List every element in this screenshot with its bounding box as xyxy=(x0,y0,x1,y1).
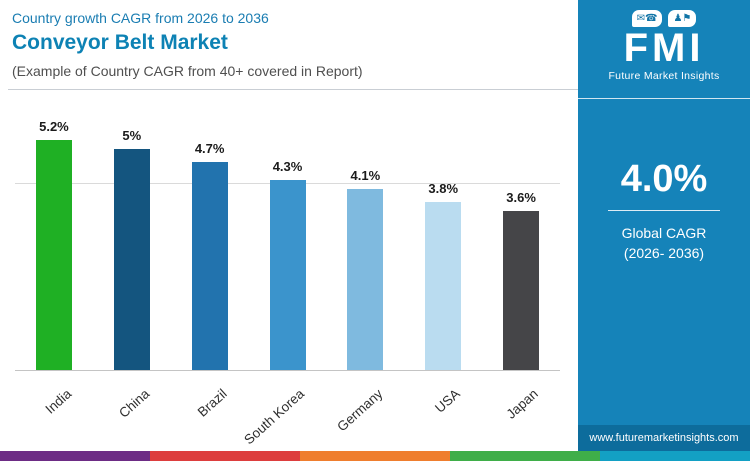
fmi-logo: ✉☎ ♟⚑ FMI Future Market Insights xyxy=(578,8,750,82)
bar-slot: 4.1% Germany xyxy=(326,118,404,435)
bar-value-label: 5.2% xyxy=(39,119,69,135)
chart-section: Country growth CAGR from 2026 to 2036 Co… xyxy=(8,10,578,448)
category-label: Brazil xyxy=(194,386,230,420)
stripe-segment xyxy=(600,451,750,461)
brand-tagline: Future Market Insights xyxy=(608,69,720,82)
category-label: Germany xyxy=(334,386,386,435)
global-cagr-stat: 4.0% Global CAGR (2026- 2036) xyxy=(578,158,750,264)
category-label: USA xyxy=(432,386,464,416)
bar xyxy=(269,179,306,370)
bar-value-label: 3.6% xyxy=(506,189,536,205)
brand-panel: ✉☎ ♟⚑ FMI Future Market Insights 4.0% Gl… xyxy=(578,0,750,451)
logo-icons-row: ✉☎ ♟⚑ xyxy=(578,8,750,28)
bar xyxy=(191,162,228,370)
stat-value: 4.0% xyxy=(620,158,708,200)
bar-slot: 4.3% South Korea xyxy=(242,118,327,447)
bar-value-label: 5% xyxy=(122,127,142,143)
footer-stripe xyxy=(0,451,750,461)
bar xyxy=(503,210,540,370)
category-label: Japan xyxy=(503,386,542,422)
category-label: South Korea xyxy=(241,386,308,448)
stripe-segment xyxy=(450,451,600,461)
website-link[interactable]: www.futuremarketinsights.com xyxy=(578,425,750,451)
stat-label-1: Global CAGR xyxy=(621,225,707,241)
people-flag-bubble-icon: ♟⚑ xyxy=(668,9,697,27)
page-title: Conveyor Belt Market xyxy=(12,31,228,54)
bar-slot: 5% China xyxy=(93,118,171,421)
stat-underline xyxy=(608,210,720,211)
bar-slot: 3.6% Japan xyxy=(482,118,560,422)
bar-value-label: 4.7% xyxy=(194,141,225,157)
header-divider xyxy=(8,89,578,90)
bar-value-label: 3.8% xyxy=(428,181,459,196)
stripe-segment xyxy=(150,451,300,461)
bar xyxy=(113,148,150,370)
stripe-segment xyxy=(300,451,450,461)
bar xyxy=(425,202,462,370)
bar-value-label: 4.3% xyxy=(272,158,303,174)
bar-slot: 3.8% USA xyxy=(404,118,482,416)
mail-phone-bubble-icon: ✉☎ xyxy=(631,9,663,27)
bar xyxy=(35,140,72,370)
bar-slot: 5.2% India xyxy=(15,118,93,417)
chart-kicker: Country growth CAGR from 2026 to 2036 xyxy=(12,10,269,26)
bar-slot: 4.7% Brazil xyxy=(171,118,249,420)
category-label: China xyxy=(115,386,152,421)
category-label: India xyxy=(42,386,74,417)
brand-wordmark: FMI xyxy=(623,26,705,70)
stat-label-2: (2026- 2036) xyxy=(623,245,705,262)
bar-value-label: 4.1% xyxy=(350,167,381,183)
stripe-segment xyxy=(0,451,150,461)
bar xyxy=(347,188,384,370)
bar-chart: 5.2% India 5% China 4.7% Brazil 4.3% South Kore… xyxy=(15,118,560,447)
panel-divider xyxy=(578,98,750,99)
chart-subtitle: (Example of Country CAGR from 40+ covere… xyxy=(12,63,363,79)
